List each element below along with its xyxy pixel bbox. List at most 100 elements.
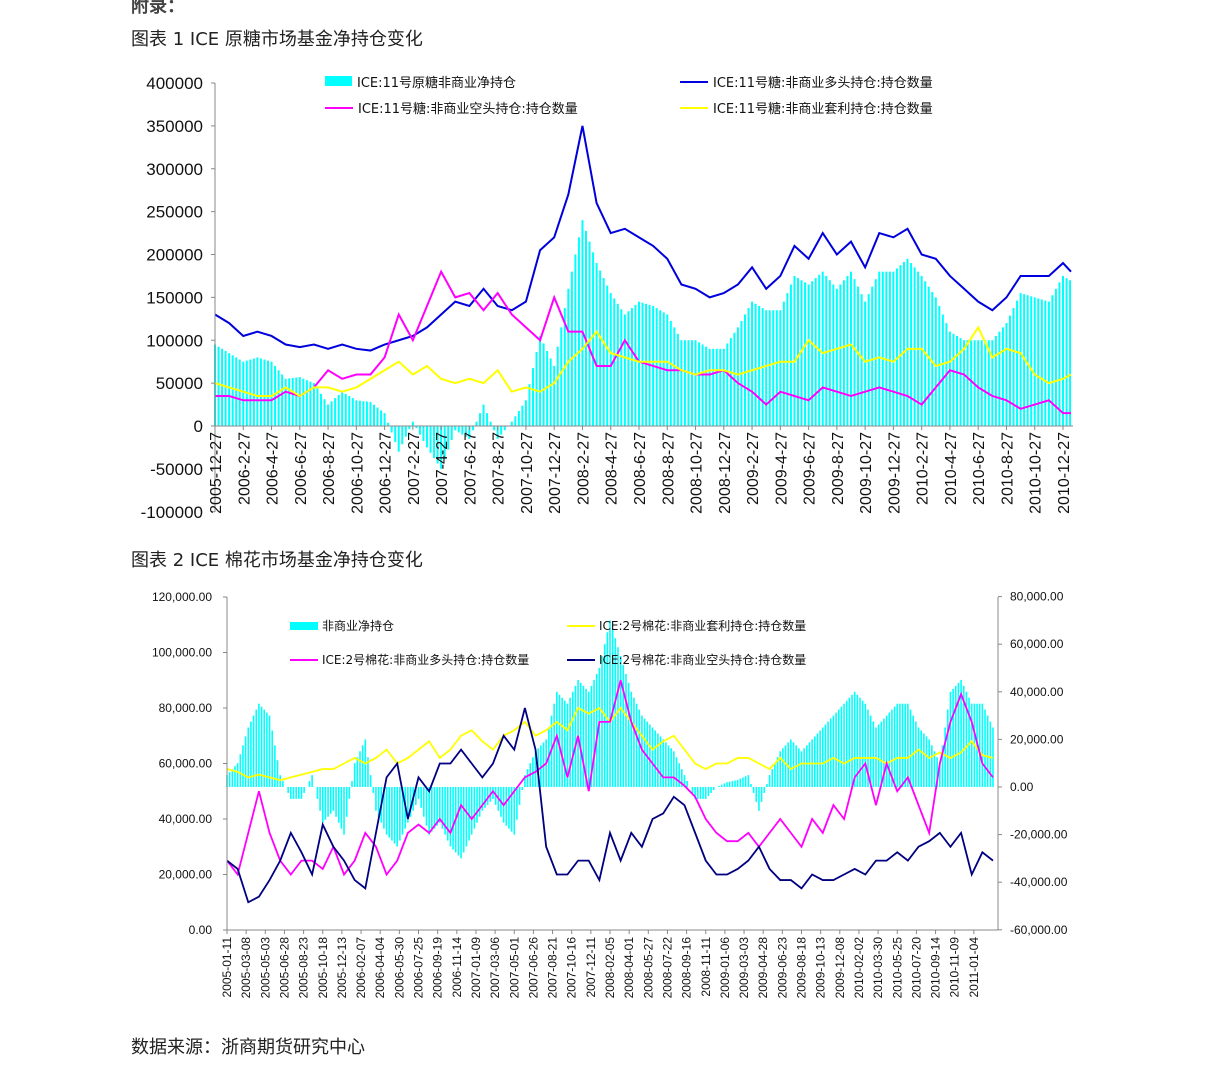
net-position-bar [270, 361, 273, 426]
net-position-bar [249, 359, 252, 426]
x-tick-label: 2008-11-11 [699, 937, 713, 997]
net-position-bar [625, 673, 627, 787]
net-position-bar [486, 413, 489, 426]
net-position-bar [558, 694, 561, 787]
x-tick-label: 2010-09-14 [929, 937, 943, 999]
net-position-bar [1044, 300, 1047, 426]
net-position-bar [846, 275, 849, 426]
net-position-bar [614, 638, 617, 787]
net-position-bar [895, 268, 898, 426]
net-position-bar [359, 751, 361, 787]
net-position-bar [268, 715, 271, 787]
net-position-bar [266, 712, 268, 787]
net-position-bar [747, 775, 750, 787]
net-position-bar [635, 703, 638, 787]
net-position-bar [949, 691, 952, 787]
y-tick-label: 150000 [146, 288, 203, 307]
x-tick-label: 2011-01-04 [967, 937, 981, 998]
net-position-bar [696, 787, 699, 799]
net-position-bar [913, 267, 916, 426]
net-position-bar [962, 685, 965, 787]
net-position-bar [528, 384, 531, 426]
x-tick-label: 2005-01-11 [220, 937, 234, 998]
net-position-bar [287, 787, 289, 793]
net-position-bar [726, 782, 728, 787]
net-position-bar [758, 787, 760, 811]
net-position-bar [411, 421, 414, 426]
net-position-bar [228, 772, 231, 787]
net-position-bar [687, 340, 690, 426]
net-position-bar [704, 787, 707, 799]
net-position-bar [468, 426, 471, 439]
net-position-bar [1069, 280, 1072, 426]
net-position-bar [899, 265, 902, 426]
net-position-bar [744, 314, 746, 426]
net-position-bar [616, 303, 619, 426]
net-position-bar [720, 784, 723, 787]
net-position-bar [369, 401, 372, 426]
net-position-bar [404, 426, 407, 437]
net-position-bar [754, 303, 757, 426]
net-position-bar [599, 270, 602, 426]
x-tick-label: 2008-05-27 [641, 937, 655, 999]
net-position-bar [736, 779, 739, 787]
net-position-bar [771, 769, 774, 787]
net-position-bar [1005, 323, 1008, 426]
net-position-bar [712, 348, 715, 426]
net-position-bar [553, 703, 555, 787]
net-position-bar [944, 727, 946, 787]
net-position-bar [925, 736, 928, 787]
x-tick-label: 2006-12-27 [378, 432, 395, 514]
net-position-bar [989, 721, 992, 787]
net-position-bar [311, 775, 313, 787]
net-position-bar [298, 377, 301, 426]
net-position-bar [871, 286, 874, 426]
net-position-bar [334, 398, 337, 426]
net-position-bar [1030, 296, 1033, 426]
x-tick-label: 2006-4-27 [265, 432, 282, 505]
x-tick-label: 2010-6-27 [971, 432, 988, 505]
net-position-bar [665, 742, 667, 787]
x-tick-label: 2009-2-27 [745, 432, 762, 505]
net-position-bar [814, 278, 817, 426]
net-position-bar [766, 784, 768, 787]
net-position-bar [561, 697, 563, 787]
net-position-bar [260, 706, 263, 787]
net-position-bar [734, 780, 736, 787]
net-position-bar [775, 310, 778, 426]
net-position-bar [673, 751, 675, 787]
net-position-bar [885, 271, 888, 426]
net-position-bar [892, 271, 895, 426]
net-position-bar [633, 697, 635, 787]
net-position-bar [428, 787, 430, 835]
net-position-bar [581, 220, 584, 426]
net-position-bar [808, 742, 811, 787]
net-position-bar [772, 310, 775, 426]
net-position-bar [295, 377, 298, 426]
x-tick-label: 2010-12-27 [1056, 432, 1073, 514]
x-tick-label: 2009-4-27 [773, 432, 790, 505]
net-position-bar [774, 763, 776, 787]
net-position-bar [800, 280, 803, 426]
net-position-bar [401, 426, 404, 445]
net-position-bar [335, 787, 337, 817]
net-position-bar [630, 308, 633, 426]
net-position-bar [622, 665, 625, 787]
net-position-bar [641, 715, 643, 787]
x-tick-label: 2010-05-25 [890, 937, 904, 999]
y-tick-label: 400000 [146, 74, 203, 93]
net-position-bar [337, 394, 340, 426]
y-tick-label: 100000 [146, 331, 203, 350]
net-position-bar [673, 327, 676, 426]
net-position-bar [250, 721, 252, 787]
net-position-bar [327, 404, 330, 426]
right-y-tick-label: 60,000.00 [1010, 637, 1064, 651]
net-position-bar [242, 745, 244, 787]
net-position-bar [888, 712, 891, 787]
net-position-bar [277, 370, 280, 426]
x-tick-label: 2010-4-27 [943, 432, 960, 505]
net-position-bar [623, 314, 626, 426]
chart1-title: 图表 1 ICE 原糖市场基金净持仓变化 [131, 29, 423, 50]
net-position-bar [271, 730, 274, 787]
net-position-bar [282, 781, 284, 787]
